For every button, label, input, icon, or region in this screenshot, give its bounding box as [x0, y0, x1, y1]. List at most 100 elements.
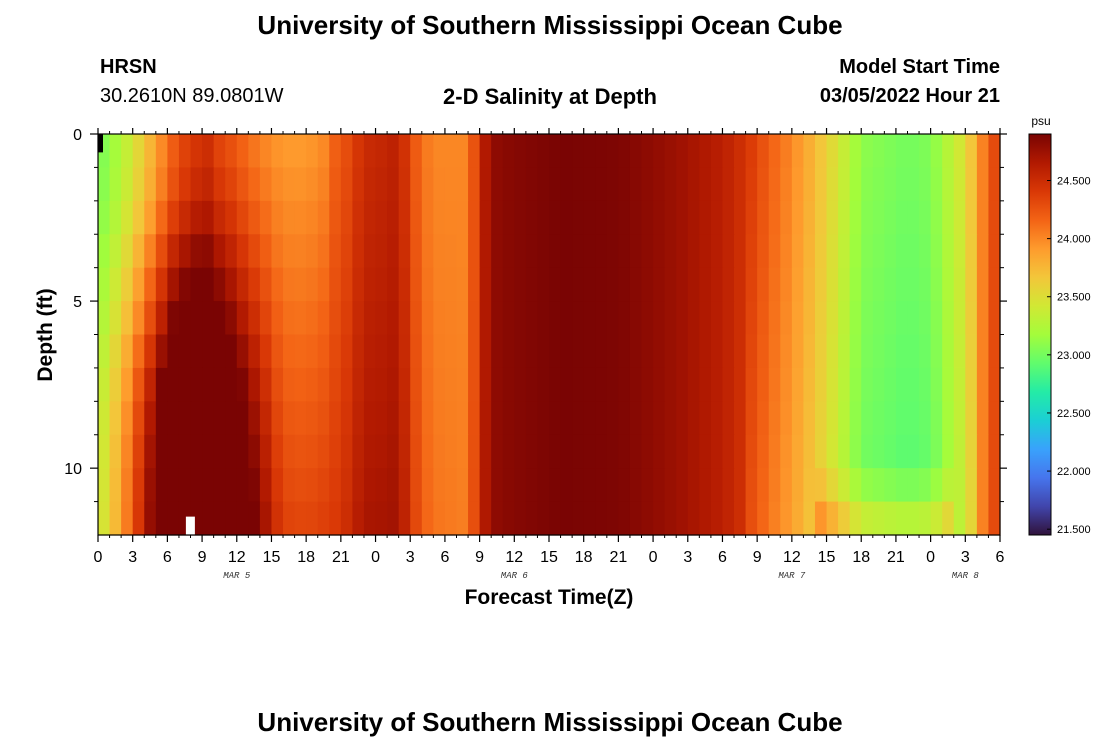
- heat-cell: [283, 434, 296, 469]
- heat-cell: [375, 200, 388, 235]
- heat-cell: [225, 167, 238, 202]
- heat-cell: [653, 401, 666, 436]
- heat-cell: [502, 367, 515, 402]
- heat-cell: [468, 234, 481, 269]
- heat-cell: [722, 367, 735, 402]
- heat-cell: [398, 267, 411, 302]
- heat-cell: [410, 167, 423, 202]
- heat-cell: [525, 301, 539, 336]
- heat-cell: [572, 134, 585, 169]
- heat-cell: [248, 234, 261, 269]
- heat-cell: [907, 334, 920, 369]
- heat-cell: [363, 167, 377, 202]
- heat-cell: [745, 167, 758, 202]
- heat-cell: [895, 301, 909, 336]
- heat-cell: [433, 367, 446, 402]
- heat-cell: [583, 434, 596, 469]
- heat-cell: [155, 334, 168, 369]
- heat-cell: [178, 167, 192, 202]
- heat-cell: [965, 200, 978, 235]
- heat-cell: [803, 200, 816, 235]
- heat-cell: [178, 234, 192, 269]
- heat-cell: [734, 200, 747, 235]
- heat-cell: [236, 468, 249, 503]
- heat-cell: [236, 301, 249, 336]
- heat-cell: [479, 367, 492, 402]
- heat-cell: [861, 167, 874, 202]
- heat-cell: [838, 234, 851, 269]
- heat-cell: [583, 200, 596, 235]
- heat-cell: [317, 334, 330, 369]
- heat-cell: [803, 434, 816, 469]
- heat-cell: [398, 334, 411, 369]
- heat-cell: [653, 501, 666, 536]
- heat-cell: [468, 267, 481, 302]
- heat-cell: [676, 434, 689, 469]
- heat-cell: [502, 134, 515, 169]
- x-tick-label: 0: [94, 549, 103, 566]
- heat-cell: [629, 267, 643, 302]
- heat-cell: [248, 134, 261, 169]
- heat-cell: [132, 434, 145, 469]
- heat-cell: [109, 134, 122, 169]
- heat-cell: [352, 134, 365, 169]
- heat-cell: [271, 167, 284, 202]
- heat-cell: [664, 234, 677, 269]
- heat-cell: [560, 301, 573, 336]
- heat-cell: [919, 234, 932, 269]
- heat-cell: [398, 167, 411, 202]
- heat-cell: [225, 301, 238, 336]
- heat-cell: [895, 401, 909, 436]
- heat-cell: [271, 234, 284, 269]
- heat-cell: [953, 301, 966, 336]
- heat-cell: [895, 367, 909, 402]
- heat-cell: [872, 267, 885, 302]
- heat-cell: [699, 401, 712, 436]
- heat-cell: [456, 468, 469, 503]
- x-tick-label: 15: [540, 549, 558, 566]
- heat-cell: [942, 501, 955, 536]
- heat-cell: [329, 501, 342, 536]
- heat-cell: [155, 401, 168, 436]
- heat-cell: [676, 401, 689, 436]
- heat-cell: [572, 468, 585, 503]
- heat-cell: [734, 434, 747, 469]
- heat-cell: [132, 167, 145, 202]
- heat-cell: [306, 501, 319, 536]
- x-tick-label: 0: [649, 549, 658, 566]
- heat-cell: [595, 334, 608, 369]
- heat-cell: [629, 367, 643, 402]
- heat-cell: [745, 401, 758, 436]
- heat-cell: [387, 401, 400, 436]
- heat-cell: [699, 434, 712, 469]
- heat-cell: [583, 134, 596, 169]
- heat-cell: [387, 468, 400, 503]
- heat-cell: [317, 301, 330, 336]
- heat-cell: [317, 167, 330, 202]
- heat-cell: [225, 134, 238, 169]
- heat-cell: [398, 501, 411, 536]
- heat-cell: [352, 401, 365, 436]
- heat-cell: [109, 167, 122, 202]
- heat-cell: [329, 401, 342, 436]
- heat-cell: [814, 134, 828, 169]
- heat-cell: [537, 234, 550, 269]
- heat-cell: [340, 234, 354, 269]
- heat-cell: [213, 434, 226, 469]
- heat-cell: [595, 367, 608, 402]
- heat-cell: [884, 468, 897, 503]
- heat-cell: [953, 134, 966, 169]
- heat-cell: [826, 367, 839, 402]
- heat-cell: [363, 301, 377, 336]
- heat-cell: [664, 501, 677, 536]
- x-tick-label: 21: [332, 549, 350, 566]
- heat-cell: [722, 334, 735, 369]
- heat-cell: [768, 200, 781, 235]
- heat-cell: [202, 334, 215, 369]
- heat-cell: [259, 200, 273, 235]
- heat-cell: [884, 267, 897, 302]
- heat-cell: [895, 167, 909, 202]
- heat-cell: [306, 367, 319, 402]
- heat-cell: [757, 501, 770, 536]
